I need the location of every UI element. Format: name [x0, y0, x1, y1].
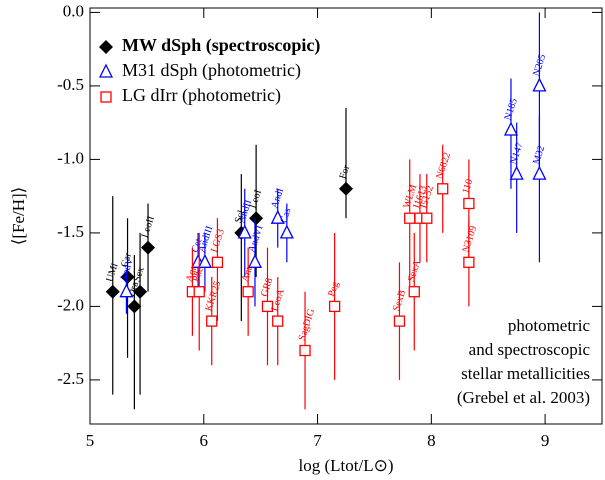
point	[339, 181, 353, 196]
point	[206, 315, 218, 327]
point	[237, 224, 252, 239]
point	[421, 212, 433, 224]
plot-frame	[89, 7, 603, 425]
legend-label: M31 dSph (photometric)	[122, 60, 301, 81]
legend-label: LG dIrr (photometric)	[122, 85, 281, 106]
point	[532, 77, 547, 92]
point-label: Car	[119, 251, 134, 269]
annotation: stellar metallicities	[461, 364, 590, 383]
point	[393, 315, 406, 327]
point-label: Cas	[278, 207, 293, 225]
point	[463, 197, 475, 210]
point	[211, 256, 224, 268]
point	[509, 165, 524, 180]
point	[105, 284, 120, 299]
point-label: Scl	[233, 209, 247, 225]
point-label: M32	[531, 144, 547, 165]
point-label: 110	[460, 178, 475, 195]
point	[141, 240, 156, 255]
y-tick-label: -0.5	[57, 75, 84, 94]
annotation: photometric	[508, 316, 591, 335]
point-label: For	[338, 163, 353, 180]
point	[279, 224, 294, 239]
point	[249, 211, 264, 226]
point	[261, 300, 274, 313]
annotation: (Grebel et al. 2003)	[457, 388, 590, 407]
legend-marker	[100, 91, 112, 103]
point-label: Phe	[191, 265, 206, 283]
point	[193, 286, 205, 298]
point-label: LeoII	[140, 215, 157, 240]
legend-marker	[99, 40, 113, 54]
point	[299, 344, 311, 357]
point	[119, 283, 134, 298]
point-label: AndII	[236, 198, 254, 224]
point	[328, 300, 341, 313]
legend-label: MW dSph (spectroscopic)	[122, 35, 320, 56]
point-label: AndVI	[247, 224, 266, 254]
point-label: Ant	[240, 265, 255, 283]
point	[127, 299, 142, 314]
point	[463, 256, 475, 268]
x-tick-label: 6	[200, 431, 209, 450]
point-label: KKR25	[203, 280, 223, 313]
point-label: SagDIG	[297, 308, 318, 343]
point	[437, 183, 449, 195]
point-label: N3109	[460, 225, 479, 254]
point	[120, 270, 135, 285]
x-tick-label: 8	[427, 431, 436, 450]
point	[503, 121, 519, 136]
point-label: GR8	[259, 277, 275, 298]
point	[242, 286, 254, 298]
x-tick-label: 9	[541, 431, 550, 450]
point	[133, 284, 148, 299]
y-tick-label: -1.5	[57, 222, 84, 241]
point	[270, 209, 285, 224]
x-axis-label: log (Ltot/L⊙)	[299, 456, 394, 475]
point	[247, 253, 263, 268]
y-tick-label: -2.5	[57, 369, 84, 388]
point	[404, 212, 416, 224]
annotation: and spectroscopic	[469, 340, 591, 359]
point-label: N185	[503, 97, 520, 122]
y-tick-label: 0.0	[63, 1, 84, 20]
point-label: AndI	[269, 187, 286, 210]
point-label: N205	[531, 53, 548, 78]
y-tick-label: -1.0	[57, 148, 84, 167]
point-label: SexB	[391, 288, 408, 312]
legend-marker	[98, 63, 114, 78]
point-label: SexA	[406, 258, 424, 283]
x-tick-label: 5	[86, 431, 95, 450]
point-label: Peg	[326, 280, 341, 298]
point-label: LeoA	[269, 287, 287, 313]
y-tick-label: -2.0	[57, 295, 84, 314]
point	[197, 253, 212, 268]
x-tick-label: 7	[313, 431, 322, 450]
point-label: Aqr	[184, 265, 199, 284]
point	[532, 165, 547, 180]
point-label: Cet	[190, 237, 205, 254]
point	[272, 315, 284, 327]
point-label: Sex	[132, 266, 147, 284]
point-label: N6822	[434, 151, 453, 180]
point	[408, 286, 420, 298]
y-axis-label: ⟨[Fe/H]⟩	[9, 187, 28, 246]
